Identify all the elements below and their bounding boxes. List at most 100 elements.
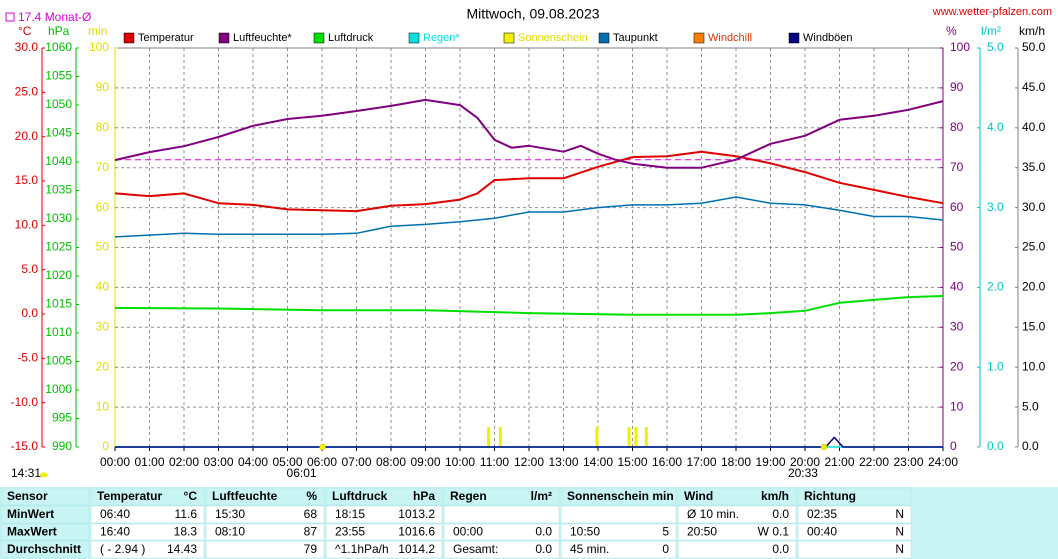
table-value: N bbox=[895, 525, 904, 539]
table-cell bbox=[443, 487, 560, 506]
sun-event-label: 06:01 bbox=[287, 466, 317, 480]
sunshine-bar bbox=[634, 427, 638, 447]
legend-swatch bbox=[123, 32, 135, 44]
y-tick-label: 4.0 bbox=[987, 120, 1004, 134]
table-cell bbox=[205, 505, 325, 524]
table-value: 1016.6 bbox=[398, 525, 435, 539]
x-tick-label: 04:00 bbox=[238, 455, 268, 469]
table-cell bbox=[325, 505, 443, 524]
table-value: 10:50 bbox=[570, 525, 600, 539]
table-cell bbox=[325, 540, 443, 559]
legend-swatch bbox=[693, 32, 705, 44]
sunshine-bar bbox=[627, 427, 631, 447]
y-tick-label: 20 bbox=[96, 359, 110, 373]
axis-unit: min bbox=[88, 24, 107, 38]
y-tick-label: 1025 bbox=[45, 240, 72, 254]
table-value: 02:35 bbox=[807, 507, 837, 521]
table-cell bbox=[677, 487, 797, 506]
table-value: Durchschnitt bbox=[7, 542, 81, 556]
y-tick-label: 1010 bbox=[45, 325, 72, 339]
x-tick-label: 03:00 bbox=[203, 455, 233, 469]
table-value: 00:00 bbox=[453, 525, 483, 539]
table-value: 00:40 bbox=[807, 525, 837, 539]
y-tick-label: 40 bbox=[950, 280, 964, 294]
table-value: ( - 2.94 ) bbox=[100, 542, 145, 556]
table-cell bbox=[90, 505, 205, 524]
y-tick-label: 25.0 bbox=[15, 85, 39, 99]
y-tick-label: 1005 bbox=[45, 354, 72, 368]
legend-label: Luftdruck bbox=[328, 32, 374, 44]
y-tick-label: 1.0 bbox=[987, 359, 1004, 373]
y-tick-label: 20.0 bbox=[1022, 280, 1046, 294]
day-icon bbox=[40, 472, 48, 478]
y-tick-label: 3.0 bbox=[987, 200, 1004, 214]
y-tick-label: 1045 bbox=[45, 126, 72, 140]
y-tick-label: 90 bbox=[96, 80, 110, 94]
y-tick-label: 1020 bbox=[45, 268, 72, 282]
table-value: 16:40 bbox=[100, 525, 130, 539]
y-tick-label: 30.0 bbox=[15, 40, 39, 54]
x-tick-label: 06:00 bbox=[307, 455, 337, 469]
y-tick-label: 60 bbox=[96, 200, 110, 214]
y-tick-label: 80 bbox=[96, 120, 110, 134]
table-cell bbox=[443, 505, 560, 524]
table-cell bbox=[443, 540, 560, 559]
x-tick-label: 01:00 bbox=[134, 455, 164, 469]
table-cell bbox=[560, 540, 677, 559]
axis-unit: km/h bbox=[1019, 24, 1045, 38]
y-tick-label: 1015 bbox=[45, 297, 72, 311]
table-header: Regen bbox=[450, 489, 487, 503]
x-tick-label: 05:00 bbox=[272, 455, 302, 469]
table-value: MinWert bbox=[7, 507, 54, 521]
table-cell bbox=[560, 487, 677, 506]
table-cell bbox=[205, 540, 325, 559]
table-cell bbox=[325, 487, 443, 506]
x-tick-label: 09:00 bbox=[410, 455, 440, 469]
x-tick-label: 02:00 bbox=[169, 455, 199, 469]
x-tick-label: 23:00 bbox=[893, 455, 923, 469]
legend-swatch bbox=[788, 32, 800, 44]
table-value: N bbox=[895, 507, 904, 521]
table-value: 1014.2 bbox=[398, 542, 435, 556]
table-value: 79 bbox=[304, 542, 318, 556]
day-length: 14:31 bbox=[11, 466, 41, 480]
table-cell bbox=[677, 505, 797, 524]
y-tick-label: 25.0 bbox=[1022, 240, 1046, 254]
table-cell bbox=[0, 540, 90, 559]
table-value: 14.43 bbox=[167, 542, 197, 556]
x-tick-label: 16:00 bbox=[652, 455, 682, 469]
table-header: l/m² bbox=[531, 489, 552, 503]
table-cell bbox=[205, 523, 325, 541]
x-tick-label: 11:00 bbox=[480, 455, 509, 469]
table-header: Temperatur bbox=[97, 489, 162, 503]
y-tick-label: 70 bbox=[950, 160, 964, 174]
x-tick-label: 22:00 bbox=[859, 455, 889, 469]
y-tick-label: 60 bbox=[950, 200, 964, 214]
chart-title: Mittwoch, 09.08.2023 bbox=[466, 6, 599, 22]
table-cell bbox=[0, 523, 90, 541]
legend-swatch bbox=[218, 32, 230, 44]
y-tick-label: 10 bbox=[96, 399, 110, 413]
table-value: 0.0 bbox=[772, 542, 789, 556]
table-cell bbox=[560, 505, 677, 524]
legend-label: Regen* bbox=[423, 32, 460, 44]
table-cell bbox=[797, 523, 912, 541]
sun-event-label: 20:33 bbox=[788, 466, 818, 480]
table-cell bbox=[677, 540, 797, 559]
y-tick-label: 45.0 bbox=[1022, 80, 1046, 94]
y-tick-label: 1040 bbox=[45, 154, 72, 168]
y-tick-label: 50 bbox=[950, 240, 964, 254]
y-tick-label: 30 bbox=[96, 319, 110, 333]
table-header: hPa bbox=[413, 489, 435, 503]
y-tick-label: 70 bbox=[96, 160, 110, 174]
y-tick-label: 90 bbox=[950, 80, 964, 94]
axis-unit: hPa bbox=[48, 24, 70, 38]
table-header: Richtung bbox=[804, 489, 856, 503]
y-tick-label: -5.0 bbox=[17, 351, 38, 365]
table-cell bbox=[0, 487, 90, 506]
legend-label: Taupunkt bbox=[613, 32, 658, 44]
legend-label: Windchill bbox=[708, 32, 752, 44]
y-tick-label: 1050 bbox=[45, 97, 72, 111]
